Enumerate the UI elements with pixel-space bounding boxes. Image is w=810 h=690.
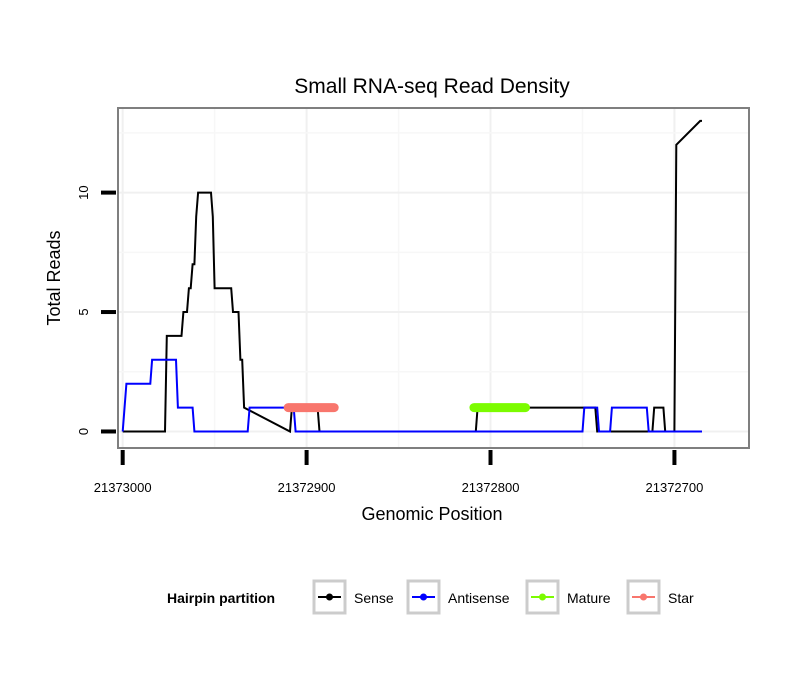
legend-label-antisense: Antisense	[448, 590, 510, 606]
legend-point-sense	[326, 593, 333, 601]
x-tick-label: 21372800	[462, 480, 520, 495]
legend-title: Hairpin partition	[167, 590, 275, 606]
plot-panel	[117, 107, 750, 449]
grid-lines	[119, 109, 748, 447]
y-axis-label: Total Reads	[44, 230, 64, 325]
sense-line	[122, 119, 702, 434]
x-tick-label: 21373000	[94, 480, 152, 495]
chart-title: Small RNA-seq Read Density	[294, 75, 570, 98]
x-tick-label: 21372900	[278, 480, 336, 495]
antisense-line	[121, 358, 702, 433]
x-axis-label: Genomic Position	[361, 504, 502, 524]
x-tick-label: 21372700	[646, 480, 704, 495]
y-tick-label: 10	[76, 185, 91, 199]
legend-point-mature	[539, 593, 546, 601]
y-tick-label: 0	[76, 428, 91, 435]
legend-point-antisense	[420, 593, 427, 601]
series-layer	[121, 119, 702, 434]
mature-point	[520, 404, 529, 412]
legend-label-mature: Mature	[567, 590, 611, 606]
legend-label-star: Star	[668, 590, 694, 606]
y-tick-label: 5	[76, 308, 91, 315]
axes: 21373000 21372900 21372800 21372700 0 5 10	[76, 185, 703, 495]
legend-point-star	[640, 593, 647, 601]
legend: Hairpin partition Sense Antisense Mature St…	[167, 579, 694, 615]
legend-label-sense: Sense	[354, 590, 394, 606]
star-point	[330, 404, 338, 412]
